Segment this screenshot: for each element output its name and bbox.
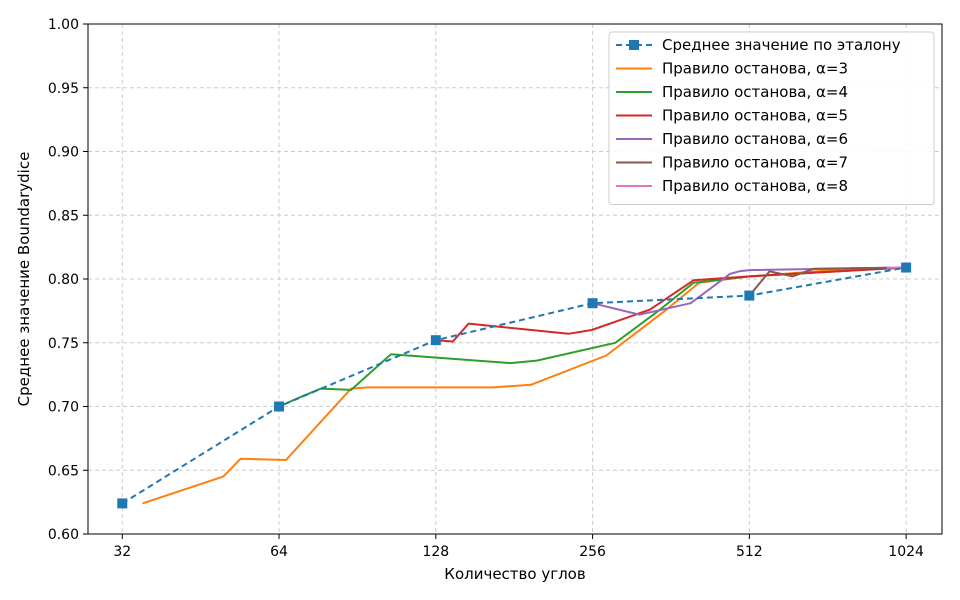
series-layer [117, 262, 912, 509]
legend-label: Правило останова, α=6 [662, 130, 848, 148]
y-tick-label: 0.75 [48, 336, 79, 352]
series-line [435, 266, 907, 343]
series-marker [117, 498, 128, 509]
y-tick-label: 0.90 [48, 145, 79, 161]
y-tick-label: 0.65 [48, 463, 79, 479]
series-marker [744, 290, 755, 301]
y-tick-label: 0.80 [48, 272, 79, 288]
legend-label: Правило останова, α=5 [662, 107, 848, 125]
x-tick-label: 512 [736, 544, 763, 560]
x-axis-label: Количество углов [444, 565, 585, 583]
series-line [121, 266, 907, 505]
y-tick-label: 0.60 [48, 527, 79, 543]
series-line [592, 266, 907, 316]
x-tick-label: 256 [579, 544, 606, 560]
legend-label: Правило останова, α=7 [662, 154, 848, 172]
tick-layer: 32 64 128 256 512 1024 0.60 0.65 0.70 0.75 0.80 0.8… [48, 17, 924, 560]
legend-label: Среднее значение по эталону [662, 36, 901, 54]
y-tick-label: 0.85 [48, 208, 79, 224]
series-marker [587, 298, 598, 309]
y-axis-label: Среднее значение Boundarydice [15, 152, 33, 407]
series-marker [430, 335, 441, 346]
x-tick-label: 32 [113, 544, 131, 560]
y-tick-label: 1.00 [48, 17, 79, 33]
legend-label: Правило останова, α=3 [662, 60, 848, 78]
series-marker [274, 401, 285, 412]
legend-label: Правило останова, α=4 [662, 83, 848, 101]
series-marker [901, 262, 912, 273]
x-tick-label: 128 [422, 544, 449, 560]
series-line [748, 266, 907, 297]
legend: Среднее значение по эталону Правило остан… [608, 31, 935, 205]
legend-marker [629, 40, 639, 50]
legend-box [608, 31, 935, 205]
series-line [278, 266, 907, 408]
series-line [142, 266, 907, 505]
x-tick-label: 64 [270, 544, 288, 560]
y-tick-label: 0.95 [48, 81, 79, 97]
y-tick-label: 0.70 [48, 400, 79, 416]
x-tick-label: 1024 [888, 544, 924, 560]
legend-label: Правило останова, α=8 [662, 177, 848, 195]
